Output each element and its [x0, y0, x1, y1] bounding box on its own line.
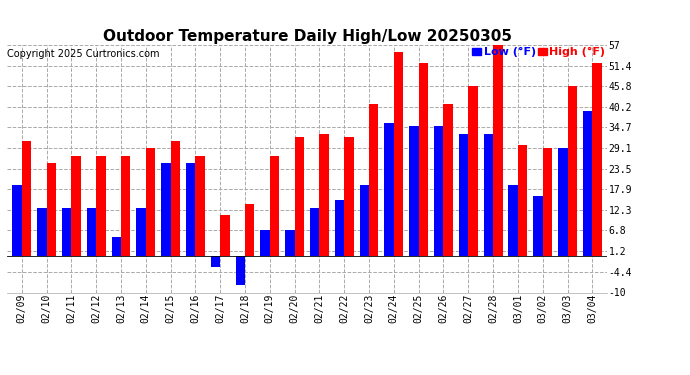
Bar — [567, 86, 577, 255]
Bar — [409, 126, 419, 255]
Bar — [384, 123, 394, 255]
Bar — [220, 215, 230, 255]
Bar — [112, 237, 121, 255]
Bar — [583, 111, 592, 255]
Bar — [137, 207, 146, 255]
Bar — [295, 137, 304, 255]
Bar — [558, 148, 567, 255]
Bar — [444, 104, 453, 255]
Bar — [394, 53, 403, 255]
Bar — [509, 185, 518, 255]
Bar — [285, 230, 295, 255]
Bar — [319, 134, 329, 255]
Bar — [22, 141, 31, 255]
Bar — [335, 200, 344, 255]
Bar — [146, 148, 155, 255]
Bar — [459, 134, 469, 255]
Bar — [87, 207, 96, 255]
Bar — [161, 163, 170, 255]
Bar — [195, 156, 205, 255]
Bar — [533, 196, 543, 255]
Bar — [344, 137, 354, 255]
Bar — [434, 126, 444, 255]
Bar — [96, 156, 106, 255]
Bar — [62, 207, 71, 255]
Bar — [71, 156, 81, 255]
Bar — [47, 163, 56, 255]
Title: Outdoor Temperature Daily High/Low 20250305: Outdoor Temperature Daily High/Low 20250… — [103, 29, 511, 44]
Text: Copyright 2025 Curtronics.com: Copyright 2025 Curtronics.com — [7, 49, 159, 59]
Bar — [310, 207, 319, 255]
Bar — [469, 86, 477, 255]
Bar — [270, 156, 279, 255]
Bar — [235, 255, 245, 285]
Bar — [211, 255, 220, 267]
Bar — [186, 163, 195, 255]
Bar — [493, 45, 502, 255]
Bar — [170, 141, 180, 255]
Bar — [543, 148, 552, 255]
Bar — [121, 156, 130, 255]
Bar — [260, 230, 270, 255]
Bar — [12, 185, 22, 255]
Legend: Low (°F), High (°F): Low (°F), High (°F) — [471, 46, 606, 58]
Bar — [592, 63, 602, 255]
Bar — [245, 204, 255, 255]
Bar — [518, 145, 527, 255]
Bar — [359, 185, 369, 255]
Bar — [369, 104, 379, 255]
Bar — [484, 134, 493, 255]
Bar — [37, 207, 47, 255]
Bar — [419, 63, 428, 255]
